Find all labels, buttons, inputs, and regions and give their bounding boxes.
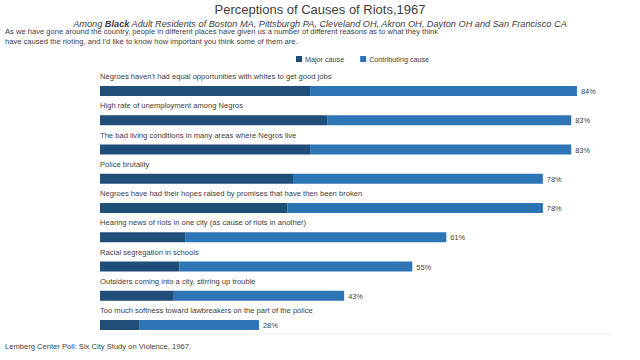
bar-segment: [293, 174, 543, 184]
category-label: The bad living conditions in many areas …: [100, 131, 296, 140]
bar-segment: [100, 86, 310, 96]
category-label: Negroes haven't had equal opportunities …: [100, 72, 332, 81]
legend-label: Contributing cause: [369, 55, 429, 64]
bar-segment: [174, 291, 344, 301]
category-label: Outsiders coming into a city, stirring u…: [100, 277, 256, 286]
bar-segment: [140, 320, 259, 330]
source: Lemberg Center Poll: Six City Study on V…: [5, 342, 191, 351]
category-label: Racial segregation in schools: [100, 248, 199, 257]
category-label: Hearing news of riots in one city (as ca…: [100, 218, 306, 227]
total-label: 83%: [575, 146, 590, 155]
legend-swatch: [360, 56, 366, 62]
bar-segment: [100, 232, 185, 242]
category-label: Too much softness toward lawbreakers on …: [100, 306, 313, 315]
legend-swatch: [296, 56, 302, 62]
subtitle: Among Black Adult Residents of Boston MA…: [72, 19, 567, 29]
bar-segment: [100, 115, 327, 125]
total-label: 28%: [263, 321, 278, 330]
total-label: 55%: [416, 263, 431, 272]
bar-segment: [100, 203, 287, 213]
legend-label: Major cause: [305, 55, 344, 64]
chart: Perceptions of Causes of Riots,1967 Among…: [0, 0, 640, 360]
bar-segment: [100, 174, 293, 184]
bar-segment: [100, 291, 174, 301]
total-label: 61%: [450, 233, 465, 242]
bar-segment: [100, 320, 140, 330]
x-axis-line: [100, 334, 611, 335]
bar-segment: [327, 115, 571, 125]
bar-segment: [310, 86, 577, 96]
labels: Negroes haven't had equal opportunities …: [100, 72, 596, 330]
total-label: 43%: [348, 292, 363, 301]
bar-segment: [185, 232, 446, 242]
category-label: Negroes have had their hopes raised by p…: [100, 189, 362, 198]
bars: [100, 86, 577, 330]
title: Perceptions of Causes of Riots,1967: [214, 2, 425, 17]
bar-segment: [179, 262, 412, 272]
category-label: Police brutality: [100, 160, 150, 169]
bar-segment: [310, 145, 571, 155]
total-label: 83%: [575, 116, 590, 125]
bar-segment: [100, 262, 179, 272]
total-label: 78%: [547, 204, 562, 213]
question: As we have gone around the country, peop…: [5, 27, 445, 47]
category-label: High rate of unemployment among Negros: [100, 101, 243, 110]
total-label: 78%: [547, 175, 562, 184]
total-label: 84%: [581, 87, 596, 96]
bar-segment: [100, 145, 310, 155]
bar-segment: [287, 203, 543, 213]
